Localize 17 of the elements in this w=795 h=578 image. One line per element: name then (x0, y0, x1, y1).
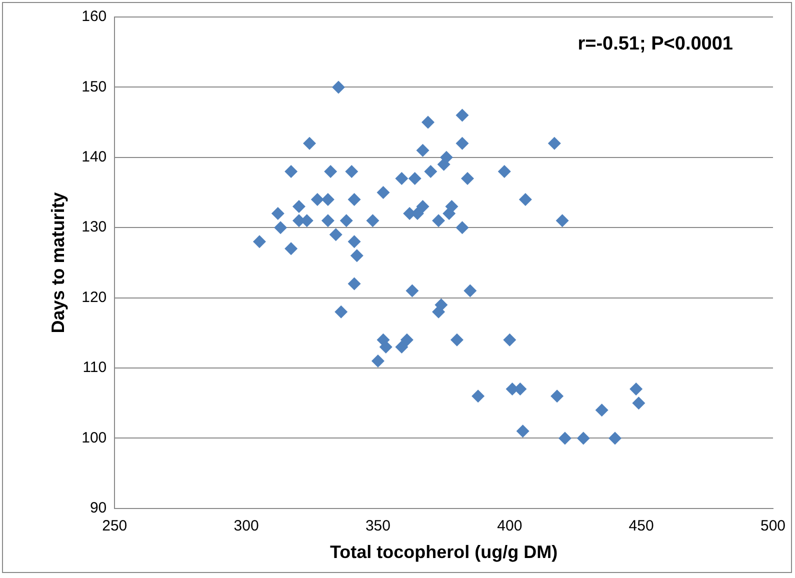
y-tick-label: 110 (82, 359, 107, 376)
x-tick-label: 350 (365, 518, 390, 535)
annotation: r=-0.51; P<0.0001 (578, 34, 734, 55)
y-tick-label: 90 (90, 500, 107, 517)
x-tick-label: 450 (628, 518, 654, 535)
x-tick-label: 250 (102, 518, 128, 535)
y-tick-label: 150 (82, 78, 107, 96)
x-tick-label: 500 (760, 518, 786, 535)
x-tick-label: 400 (497, 518, 522, 535)
y-tick-label: 130 (82, 218, 107, 236)
y-tick-label: 120 (82, 288, 107, 306)
y-tick-label: 140 (82, 148, 107, 166)
y-tick-label: 100 (82, 429, 107, 446)
x-axis-title: Total tocopherol (ug/g DM) (330, 542, 558, 562)
x-tick-label: 300 (234, 518, 259, 535)
y-axis-title: Days to maturity (48, 192, 68, 334)
y-tick-label: 160 (82, 8, 107, 26)
